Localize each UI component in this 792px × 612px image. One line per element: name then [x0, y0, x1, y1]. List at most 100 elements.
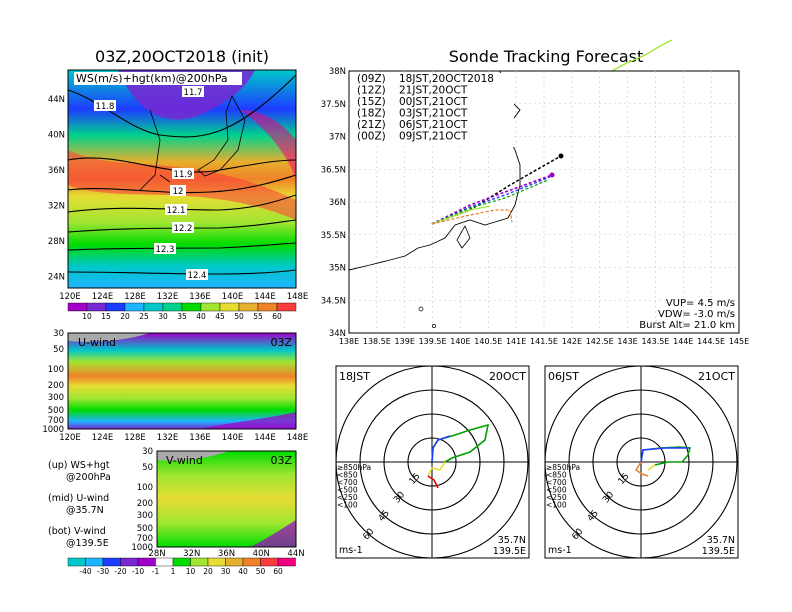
legend-time: 21JST,20OCT [399, 85, 468, 97]
colorbar-tick: 35 [177, 312, 187, 321]
y-tick-label: 700 [48, 416, 64, 426]
hodo1-lat: 35.7N [498, 535, 526, 546]
colorbar-swatch [137, 557, 156, 567]
hodo1-left: 18JST [339, 370, 370, 383]
colorbar-swatch [276, 302, 297, 312]
note-up: (up) WS+hgt [48, 460, 110, 471]
v-wind-field [157, 451, 296, 547]
colorbar-swatch [190, 557, 209, 567]
x-tick-label: 44N [287, 549, 304, 559]
colorbar-tick: 30 [221, 567, 231, 576]
y-tick-label: 38N [329, 67, 346, 77]
contour-label: 12.3 [156, 245, 175, 255]
x-tick-label: 124E [92, 292, 114, 302]
legend-code: (12Z) [357, 85, 386, 97]
x-tick-label: 140E [222, 433, 244, 443]
contour-label: 12.1 [167, 206, 186, 216]
hodo1-unit: ms-1 [339, 545, 363, 556]
track-overflow [609, 39, 673, 73]
y-tick-label: 300 [48, 393, 64, 403]
ws-map-x-ticks: 120E 124E 128E 132E 136E 140E 144E 148E [59, 292, 308, 302]
colorbar-tick: 40 [238, 567, 248, 576]
y-tick-label: 40N [48, 131, 65, 141]
colorbar-tick: 45 [215, 312, 225, 321]
u-wind-low [200, 412, 296, 429]
colorbar-tick: 25 [139, 312, 149, 321]
hodo1-curve-850 [427, 475, 439, 489]
hodo1-right: 20OCT [489, 370, 526, 383]
hodo2-curve-100 [640, 447, 690, 463]
x-tick-label: 140E [450, 337, 470, 346]
colorbar-tick: 50 [234, 312, 244, 321]
x-tick-label: 145E [729, 337, 749, 346]
colorbar-tick: 10 [82, 312, 92, 321]
note-bot-2: @139.5E [66, 538, 109, 549]
x-tick-label: 142E [562, 337, 582, 346]
note-mid: (mid) U-wind [48, 493, 109, 504]
y-tick-label: 36N [329, 198, 346, 208]
x-tick-label: 141E [506, 337, 526, 346]
colorbar-swatch [162, 302, 183, 312]
colorbar-swatch [120, 557, 139, 567]
contour-12-4 [67, 269, 297, 275]
x-tick-label: 40N [253, 549, 270, 559]
x-tick-label: 144E [673, 337, 693, 346]
y-tick-label: 28N [48, 237, 65, 247]
level-label: <850 [337, 471, 358, 480]
hodograph-06jst: 06JST 21OCT ms-1 35.7N 139.5E 15304560≥8… [544, 365, 739, 559]
legend-code: (15Z) [357, 96, 386, 108]
colorbar-swatch [67, 557, 86, 567]
x-tick-label: 128E [124, 433, 146, 443]
y-tick-label: 700 [137, 534, 153, 544]
colorbar-tick: -1 [152, 567, 160, 576]
u-wind-frame [67, 332, 297, 430]
colorbar-swatch [238, 302, 259, 312]
u-wind-time: 03Z [270, 336, 292, 349]
level-label: <700 [337, 478, 358, 487]
y-tick-label: 35N [329, 264, 346, 274]
x-tick-label: 144E [254, 433, 276, 443]
colorbar-swatch [200, 302, 221, 312]
hodo2-lon: 139.5E [702, 546, 735, 557]
colorbar-swatch [260, 557, 279, 567]
y-tick-label: 30 [53, 329, 64, 339]
colorbar-tick: 1 [171, 567, 176, 576]
tracking-x-ticks: 138E 138.5E 139E 139.5E 140E 140.5E 141E 141.5E… [339, 337, 749, 346]
panel-notes: (up) WS+hgt @200hPa (mid) U-wind @35.7N … [48, 460, 111, 549]
colorbar-swatch [102, 557, 121, 567]
legend-time: 00JST,21OCT [399, 96, 468, 108]
tracking-title: Sonde Tracking Forecast [449, 47, 644, 66]
track-21z [431, 205, 491, 225]
x-tick-label: 132E [157, 292, 179, 302]
y-tick-label: 50 [142, 463, 153, 473]
hodo2-level-legend: ≥850hPa<850<700<500<250<100 [546, 463, 580, 510]
x-tick-label: 143.5E [641, 337, 669, 346]
colorbar-swatch [257, 302, 278, 312]
y-tick-label: 36.5N [321, 165, 346, 175]
hodo2-curve-700 [647, 464, 656, 471]
y-tick-label: 34.5N [321, 296, 346, 306]
v-wind-low [250, 520, 296, 547]
v-wind-time: 03Z [270, 454, 292, 467]
x-tick-label: 138E [339, 337, 359, 346]
y-tick-label: 200 [48, 381, 64, 391]
x-tick-label: 142.5E [586, 337, 614, 346]
y-tick-label: 300 [137, 511, 153, 521]
u-wind-missing [68, 333, 150, 342]
colorbar-tick: 10 [186, 567, 196, 576]
ws-map-y-ticks: 44N 40N 36N 32N 28N 24N [48, 95, 65, 283]
legend-code: (00Z) [357, 131, 386, 143]
level-label: <700 [546, 478, 567, 487]
hodo1-lon: 139.5E [493, 546, 526, 557]
x-tick-label: 32N [183, 549, 200, 559]
colorbar-swatch [143, 302, 164, 312]
burst-text: Burst Alt= 21.0 km [639, 320, 735, 331]
x-tick-label: 120E [59, 433, 81, 443]
contour-label: 11.9 [174, 170, 193, 180]
tracking-panel: Sonde Tracking Forecast (09Z) 18JST,20OCT… [321, 39, 749, 346]
ws-map-frame [67, 69, 297, 289]
colorbar-tick: 55 [253, 312, 263, 321]
ws-map-label-box [74, 72, 242, 85]
colorbar-swatch [67, 302, 88, 312]
